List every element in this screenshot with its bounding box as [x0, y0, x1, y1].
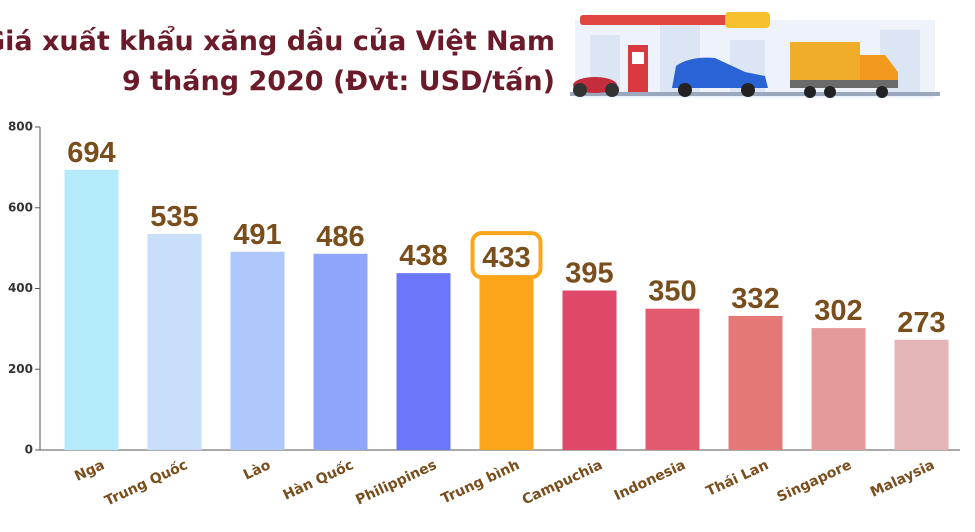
x-tick-label: Indonesia [612, 457, 688, 504]
chart-title: Giá xuất khẩu xăng dầu của Việt Nam [0, 24, 555, 57]
bar [811, 328, 866, 450]
bar [313, 253, 368, 450]
value-label: 535 [150, 201, 198, 233]
y-tick-label: 400 [8, 281, 33, 295]
y-tick-label: 600 [8, 200, 33, 214]
chart-subtitle: 9 tháng 2020 (Đvt: USD/tấn) [122, 66, 555, 97]
illustration [570, 12, 940, 98]
value-label: 332 [731, 283, 779, 315]
y-tick-label: 0 [25, 443, 33, 457]
bar [396, 273, 451, 450]
bar [728, 315, 783, 450]
value-label: 694 [67, 137, 115, 169]
bar [64, 169, 119, 451]
x-tick-label: Nga [72, 457, 107, 485]
y-tick-label: 800 [8, 120, 33, 134]
x-tick-label: Singapore [775, 457, 855, 505]
x-tick-label: Thái Lan [704, 457, 771, 500]
value-label: 350 [648, 276, 696, 308]
x-tick-label: Trung bình [439, 457, 522, 507]
bar [147, 233, 202, 450]
x-tick-label: Hàn Quốc [280, 456, 356, 503]
x-tick-label: Lào [241, 457, 273, 483]
x-tick-label: Campuchia [520, 457, 605, 508]
value-label: 433 [482, 242, 530, 274]
x-tick-label: Trung Quốc [102, 456, 190, 509]
value-label: 395 [565, 258, 613, 290]
bar [645, 308, 700, 450]
value-label: 486 [316, 221, 364, 253]
value-label: 491 [233, 219, 281, 251]
x-tick-label: Philippines [353, 457, 439, 508]
bar [894, 339, 949, 450]
bar [562, 290, 617, 450]
value-label: 438 [399, 240, 447, 272]
y-tick-label: 200 [8, 362, 33, 376]
value-label: 273 [897, 307, 945, 339]
highlight-box [470, 231, 543, 280]
value-label: 302 [814, 295, 862, 327]
x-tick-label: Malaysia [868, 457, 937, 501]
bar [479, 275, 534, 450]
bar [230, 251, 285, 450]
